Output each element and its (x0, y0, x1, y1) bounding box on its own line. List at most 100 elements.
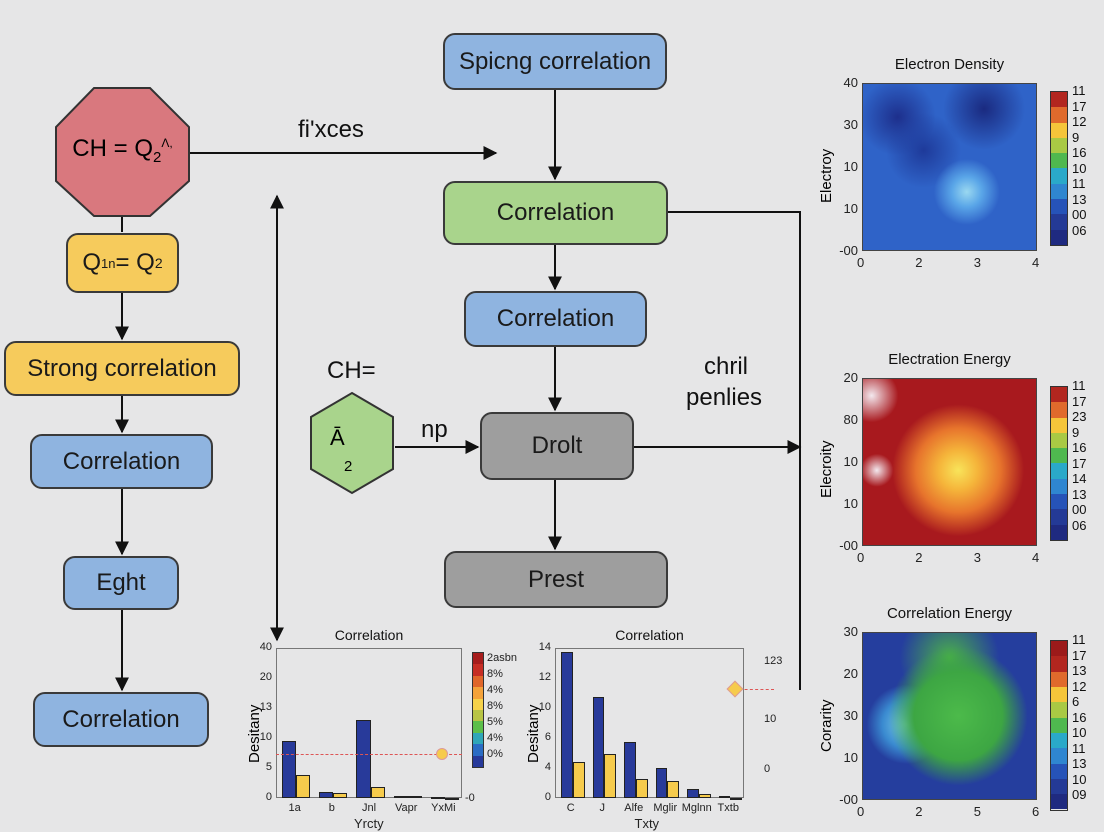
ch-label: CH= (327, 357, 376, 384)
colorbar-label: 23 (1072, 409, 1087, 424)
bar-blue (282, 741, 297, 798)
colorbar-swatch (1051, 153, 1067, 169)
chril-label: chril (704, 353, 749, 380)
right-tick-label: 0 (764, 763, 771, 775)
colorbar-swatch (1051, 732, 1067, 749)
y-tick-label: 30 (843, 708, 858, 723)
x-tick-label: 4 (1032, 255, 1040, 270)
y-tick-label: 40 (259, 641, 272, 653)
bar-blue (561, 652, 573, 798)
bar-yellow (370, 787, 385, 798)
colorbar-swatch (1051, 432, 1067, 449)
x-tick-label: 4 (1032, 550, 1040, 565)
heatmap-ylabel: Elecroity (818, 440, 835, 498)
bar-yellow (635, 778, 648, 798)
colorbar-swatch (1051, 641, 1067, 657)
colorbar-swatch (1051, 702, 1067, 718)
colorbar-label: 17 (1072, 393, 1087, 409)
bar-yellow (572, 761, 585, 798)
colorbar-label: 10 (1072, 725, 1087, 740)
fixces-label: fi'xces (298, 116, 364, 143)
colorbar-label: 06 (1072, 222, 1087, 238)
heatmap-title: Correlation Energy (886, 605, 1013, 622)
legend-label: 2asbn (487, 652, 517, 664)
colorbar-swatch (1051, 402, 1067, 418)
colorbar-swatch (1051, 686, 1067, 703)
correlation-box-green[interactable]: Correlation (443, 181, 668, 245)
colorbar-label: 13 (1072, 486, 1087, 502)
colorbar-label: 13 (1072, 663, 1087, 678)
bar-blue (356, 720, 371, 798)
colorbar-swatch (1051, 214, 1067, 230)
colorbar-label: 13 (1072, 756, 1087, 771)
colorbar-label: 9 (1072, 424, 1080, 440)
x-tick-label: Mglir (653, 802, 678, 814)
bar-blue (624, 742, 636, 798)
colorbar-swatch (1051, 417, 1067, 433)
octagon-label: CH = Q2Λ, (72, 135, 173, 166)
x-tick-label: 3 (973, 255, 981, 270)
y-tick-label: 6 (544, 731, 551, 743)
bar-yellow (604, 754, 617, 798)
colorbar-label: 17 (1072, 647, 1087, 663)
colorbar-swatch (1051, 107, 1067, 123)
x-tick-label: 0 (857, 804, 865, 819)
colorbar-label: 09 (1072, 787, 1087, 802)
heatmap-plot (862, 83, 1037, 251)
legend-swatch (473, 721, 483, 733)
x-tick-label: C (566, 802, 575, 814)
correlation-box-left-2[interactable]: Correlation (33, 692, 209, 747)
bar-yellow (407, 796, 422, 799)
colorbar-swatch (1051, 671, 1067, 687)
right-tick-label: 10 (764, 713, 777, 725)
y-tick-label: 20 (259, 671, 272, 683)
colorbar-swatch (1051, 524, 1067, 540)
colorbar-label: 10 (1072, 160, 1087, 176)
strong-correlation-box[interactable]: Strong correlation (4, 341, 240, 396)
y-tick-label: 80 (843, 412, 858, 427)
x-tick-label: Jnl (361, 802, 377, 814)
penlies-label: penlies (686, 384, 763, 411)
correlation-box-center[interactable]: Correlation (464, 291, 647, 347)
colorbar-label: 11 (1072, 740, 1086, 756)
x-tick-label: 2 (915, 804, 923, 819)
colorbar-label: 16 (1072, 709, 1087, 725)
marker-line (734, 688, 774, 690)
octagon-shape (55, 87, 190, 217)
heatmap-plot (862, 378, 1037, 546)
spicng-correlation-box[interactable]: Spicng correlation (443, 33, 667, 90)
x-tick-label: 2 (915, 550, 923, 565)
x-tick-label: YxMi (431, 802, 456, 814)
y-tick-label: 40 (843, 75, 858, 90)
colorbar-swatch (1051, 509, 1067, 525)
colorbar-label: 17 (1072, 455, 1087, 471)
colorbar-label: 14 (1072, 471, 1087, 486)
legend-swatch (473, 755, 483, 768)
correlation-box-left-1[interactable]: Correlation (30, 434, 213, 489)
colorbar-swatch (1051, 748, 1067, 764)
prest-box[interactable]: Prest (444, 551, 668, 608)
bar-blue (393, 795, 408, 798)
bar-yellow (667, 780, 680, 798)
colorbar-label: 11 (1072, 632, 1086, 647)
y-tick-label: 12 (538, 671, 551, 683)
colorbar-swatch (1051, 494, 1067, 510)
y-tick-label: 4 (544, 761, 551, 773)
legend-swatch (473, 687, 483, 699)
y-tick-label: 10 (843, 159, 858, 174)
colorbar-label: 12 (1072, 678, 1087, 694)
eght-box[interactable]: Eght (63, 556, 179, 610)
y-tick-label: 10 (843, 496, 858, 511)
colorbar-swatch (1051, 717, 1067, 733)
right-tick-label: -0 (465, 792, 475, 804)
colorbar-label: 16 (1072, 440, 1087, 455)
drolt-box[interactable]: Drolt (480, 412, 634, 480)
hexagon-shape (310, 391, 394, 495)
bar-yellow (698, 793, 711, 798)
y-tick-label: -00 (839, 792, 858, 807)
legend-colorbar (472, 652, 484, 768)
legend-swatch (473, 664, 483, 676)
colorbar-swatch (1051, 183, 1067, 200)
